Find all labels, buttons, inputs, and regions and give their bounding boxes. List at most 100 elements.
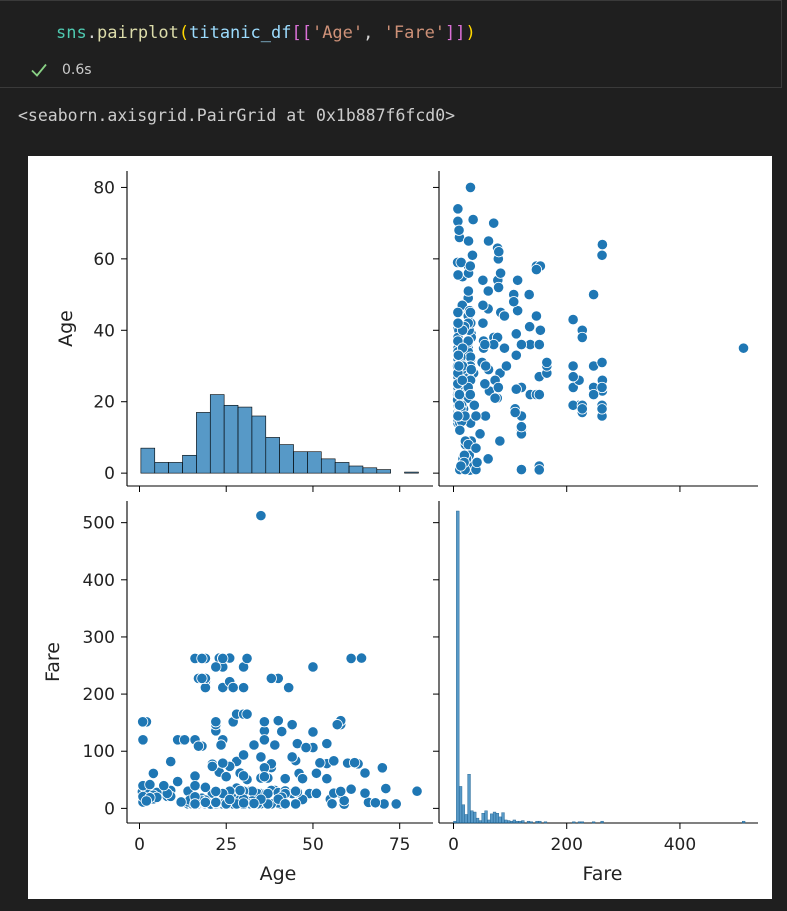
fare-hist-bar — [456, 510, 460, 824]
scatter-point-age-fare — [220, 771, 232, 783]
fare-ytick-label: 300 — [83, 628, 115, 648]
scatter-point-fare-age — [464, 388, 476, 401]
scatter-point-age-fare — [265, 672, 277, 684]
scatter-point-fare-age — [482, 453, 494, 465]
scatter-point-fare-age — [492, 381, 504, 394]
code-open-paren: ( — [178, 23, 190, 43]
code-cell[interactable]: sns.pairplot(titanic_df[['Age', 'Fare']]… — [0, 0, 782, 88]
scatter-point-age-fare — [290, 798, 302, 810]
scatter-point-fare-age — [541, 356, 553, 369]
fare-hist-bar — [458, 786, 463, 824]
age-hist-bar — [307, 451, 322, 474]
scatter-point-age-fare — [276, 725, 288, 738]
x-axis-label-fare: Fare — [583, 863, 623, 885]
age-hist-bar — [196, 412, 211, 474]
scatter-point-age-fare — [369, 797, 382, 809]
age-hist-bar — [265, 437, 280, 474]
scatter-point-fare-age — [494, 435, 506, 447]
scatter-point-age-fare — [255, 751, 267, 763]
age-hist-bar — [209, 394, 225, 474]
x-axis-label-age: Age — [260, 863, 297, 885]
scatter-point-fare-age — [533, 388, 545, 401]
scatter-point-age-fare — [189, 780, 201, 792]
scatter-point-age-fare — [178, 734, 191, 746]
fare-hist-bar — [475, 817, 480, 824]
fare-hist-bar — [490, 813, 494, 824]
age-ytick-label: 80 — [93, 178, 115, 198]
scatter-point-fare-age — [515, 338, 528, 351]
scatter-point-fare-age — [523, 288, 535, 301]
fare-hist-bar — [600, 820, 604, 824]
scatter-point-age-fare — [380, 782, 392, 795]
age-xtick-label: 50 — [302, 835, 324, 855]
fare-hist-bar — [742, 820, 746, 824]
fare-hist-bar — [577, 821, 582, 824]
scatter-point-fare-age — [470, 410, 482, 422]
fare-hist-bar — [538, 820, 542, 824]
scatter-point-age-fare — [210, 661, 222, 673]
scatter-point-age-fare — [217, 757, 229, 769]
scatter-point-age-fare — [224, 793, 236, 806]
code-line[interactable]: sns.pairplot(titanic_df[['Age', 'Fare']]… — [56, 23, 476, 43]
scatter-point-age-fare — [359, 767, 371, 779]
scatter-point-fare-age — [456, 374, 468, 386]
fare-hist-bar — [515, 820, 519, 824]
scatter-point-fare-age — [480, 360, 492, 372]
scatter-point-age-fare — [206, 760, 218, 772]
scatter-point-age-fare — [237, 797, 250, 809]
age-hist-bar — [279, 444, 294, 474]
scatter-point-fare-age — [479, 410, 492, 422]
scatter-point-fare-age — [452, 317, 464, 329]
scatter-point-age-fare — [189, 798, 201, 810]
scatter-point-fare-age — [588, 388, 600, 401]
scatter-point-age-fare — [345, 783, 357, 795]
scatter-point-fare-age — [462, 285, 474, 297]
scatter-point-fare-age — [477, 274, 489, 286]
scatter-point-fare-age — [576, 331, 588, 344]
scatter-point-age-fare — [307, 661, 319, 673]
fare-hist-bar — [464, 814, 468, 824]
fare-xtick-label: 400 — [664, 835, 696, 855]
scatter-point-fare-age — [464, 260, 476, 272]
scatter-point-fare-age — [596, 249, 608, 261]
fare-ytick-label: 200 — [83, 685, 115, 705]
scatter-point-age-fare — [376, 762, 388, 774]
age-hist-bar — [320, 458, 336, 474]
scatter-point-fare-age — [509, 406, 521, 419]
fare-xtick-label: 200 — [550, 835, 582, 855]
scatter-point-fare-age — [534, 324, 546, 336]
scatter-point-fare-age — [493, 246, 505, 258]
scatter-point-age-fare — [321, 773, 333, 785]
scatter-point-age-fare — [210, 785, 222, 798]
age-xtick-label: 25 — [215, 835, 237, 855]
scatter-point-fare-age — [533, 464, 545, 476]
scatter-point-age-fare — [137, 716, 149, 728]
scatter-point-fare-age — [530, 310, 543, 322]
y-axis-label-fare: Fare — [42, 642, 64, 682]
age-hist-bar — [362, 467, 378, 474]
fare-hist-bar — [453, 820, 457, 824]
code-module: sns — [56, 23, 87, 43]
scatter-point-fare-age — [482, 235, 495, 247]
fare-hist-bar — [509, 820, 514, 824]
scatter-point-fare-age — [489, 392, 501, 404]
y-axis-label-age: Age — [55, 310, 77, 347]
code-open-brackets: [[ — [291, 23, 312, 43]
fare-hist-bar — [487, 819, 491, 824]
scatter-point-fare-age — [515, 463, 528, 476]
scatter-point-fare-age — [454, 424, 466, 436]
age-hist-bar — [334, 462, 350, 474]
scatter-point-age-fare — [189, 770, 201, 782]
scatter-point-age-fare — [199, 682, 212, 694]
fare-hist-bar — [504, 819, 508, 824]
scatter-point-age-fare — [241, 652, 253, 665]
scatter-point-fare-age — [512, 274, 524, 286]
age-hist-bar — [251, 415, 267, 474]
scatter-point-age-fare — [199, 796, 212, 808]
scatter-point-age-fare — [237, 682, 250, 694]
scatter-point-age-fare — [217, 652, 229, 665]
code-variable: titanic_df — [189, 23, 292, 43]
pairplot-svg: 0 20 40 60 80 0 100 200 300 400 500 0 25 50 75 0 200 400 A… — [42, 171, 758, 885]
scatter-point-fare-age — [482, 285, 494, 297]
scatter-point-age-fare — [345, 652, 357, 665]
